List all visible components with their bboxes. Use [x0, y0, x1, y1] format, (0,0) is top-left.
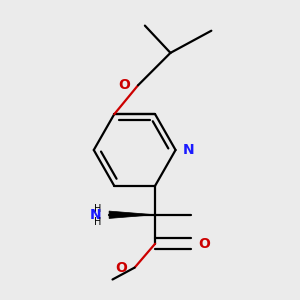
Text: H: H — [94, 218, 101, 227]
Text: H: H — [94, 204, 101, 214]
Text: O: O — [115, 261, 127, 274]
Text: N: N — [90, 208, 101, 222]
Text: O: O — [118, 78, 130, 92]
Text: O: O — [199, 237, 210, 251]
Text: N: N — [183, 143, 195, 157]
Polygon shape — [109, 211, 155, 218]
